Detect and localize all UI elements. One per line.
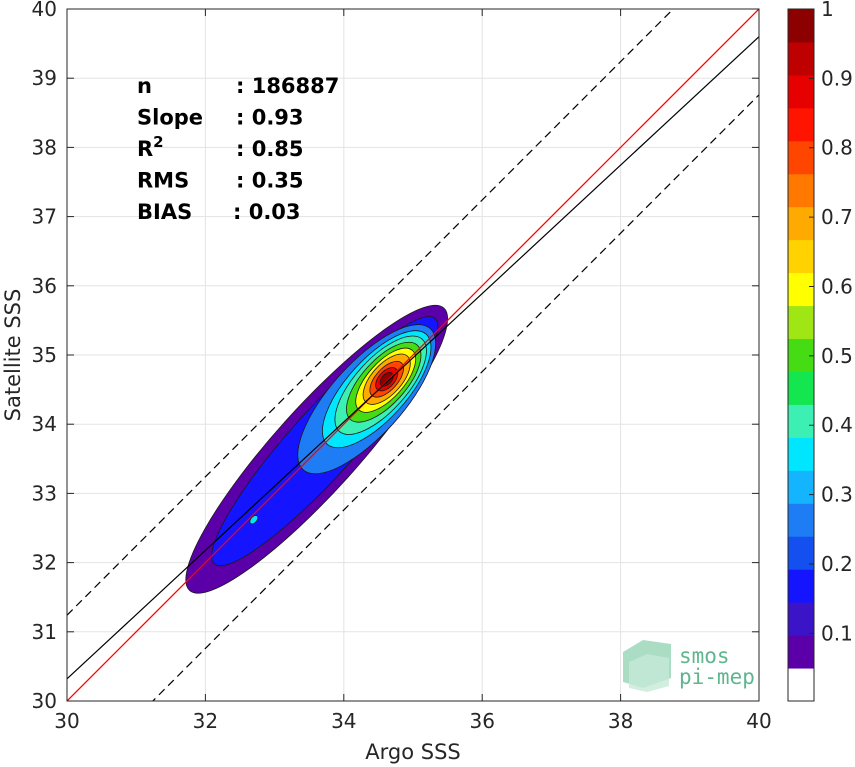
x-axis-label: Argo SSS bbox=[365, 740, 460, 764]
logo-line-1: smos bbox=[679, 644, 730, 668]
y-tick-label: 35 bbox=[32, 343, 57, 367]
colorbar-block bbox=[788, 74, 814, 109]
colorbar-block bbox=[788, 173, 814, 208]
colorbar-block bbox=[788, 536, 814, 570]
colorbar-block bbox=[788, 206, 814, 241]
colorbar-block bbox=[788, 9, 814, 43]
regression-line bbox=[67, 36, 759, 680]
colorbar-tick-label: 0.3 bbox=[821, 483, 853, 507]
lower-bound-line bbox=[151, 94, 759, 701]
y-tick-label: 39 bbox=[32, 66, 57, 90]
y-tick-label: 40 bbox=[32, 0, 57, 21]
colorbar-tick-label: 0.8 bbox=[821, 136, 853, 160]
y-tick-label: 30 bbox=[32, 689, 57, 713]
x-tick-label: 32 bbox=[193, 709, 218, 733]
x-tick-label: 36 bbox=[469, 709, 494, 733]
colorbar-block bbox=[788, 305, 814, 340]
colorbar-tick-label: 0.2 bbox=[821, 552, 853, 576]
colorbar-tick-label: 0.9 bbox=[821, 66, 853, 90]
y-axis-label: Satellite SSS bbox=[1, 289, 25, 422]
density-contour-level bbox=[379, 371, 394, 387]
y-tick-label: 37 bbox=[32, 205, 57, 229]
logo-line-2: pi-mep bbox=[679, 665, 755, 689]
colorbar-block bbox=[788, 371, 814, 405]
colorbar-block bbox=[788, 404, 814, 438]
x-tick-label: 34 bbox=[331, 709, 356, 733]
colorbar-block bbox=[788, 272, 814, 307]
colorbar-block bbox=[788, 107, 814, 142]
colorbar-tick-label: 0.6 bbox=[821, 274, 853, 298]
colorbar-tick-label: 1 bbox=[821, 0, 834, 21]
colorbar-block bbox=[788, 569, 814, 603]
y-tick-label: 36 bbox=[32, 274, 57, 298]
colorbar-block bbox=[788, 668, 814, 702]
colorbar-tick-label: 0.1 bbox=[821, 621, 853, 645]
colorbar-block bbox=[788, 602, 814, 636]
stat-value: : 186887 bbox=[236, 74, 339, 98]
density-contour-secondary bbox=[249, 515, 259, 525]
identity-line bbox=[67, 9, 759, 701]
y-tick-label: 32 bbox=[32, 551, 57, 575]
upper-bound-line bbox=[67, 9, 675, 616]
colorbar-block bbox=[788, 140, 814, 175]
colorbar-block bbox=[788, 635, 814, 669]
colorbar-tick-label: 0.7 bbox=[821, 205, 853, 229]
y-tick-label: 31 bbox=[32, 620, 57, 644]
y-tick-label: 38 bbox=[32, 135, 57, 159]
x-tick-label: 38 bbox=[608, 709, 633, 733]
stat-label: Slope bbox=[137, 106, 203, 130]
colorbar-block bbox=[788, 41, 814, 76]
colorbar-frame bbox=[787, 8, 815, 702]
stat-value: : 0.35 bbox=[236, 169, 304, 193]
colorbar-tick-label: 0.5 bbox=[821, 344, 853, 368]
colorbar-block bbox=[788, 338, 814, 372]
stat-label: BIAS bbox=[137, 200, 192, 224]
logo-mark-layer bbox=[629, 654, 669, 692]
plot-area bbox=[66, 8, 760, 702]
colorbar-block bbox=[788, 470, 814, 504]
x-tick-label: 30 bbox=[54, 709, 79, 733]
colorbar-block bbox=[788, 239, 814, 274]
stat-label: RMS bbox=[137, 169, 189, 193]
stat-value: : 0.03 bbox=[233, 200, 301, 224]
stat-value: : 0.85 bbox=[236, 137, 304, 161]
axes: 30 32 34 36 38 40 30 31 32 33 34 35 36 37 38 39 40 Argo S… bbox=[1, 0, 772, 764]
colorbar-block bbox=[788, 503, 814, 537]
x-tick-label: 40 bbox=[746, 709, 771, 733]
y-tick-label: 34 bbox=[32, 412, 57, 436]
stat-label: n bbox=[137, 74, 152, 98]
stat-value: : 0.93 bbox=[236, 106, 304, 130]
colorbar-tick-label: 0.4 bbox=[821, 413, 853, 437]
colorbar-block bbox=[788, 437, 814, 471]
y-tick-label: 33 bbox=[32, 481, 57, 505]
colorbar: 0.1 0.2 0.3 0.4 0.5 0.6 0.7 0.8 0.9 1 bbox=[787, 0, 853, 702]
